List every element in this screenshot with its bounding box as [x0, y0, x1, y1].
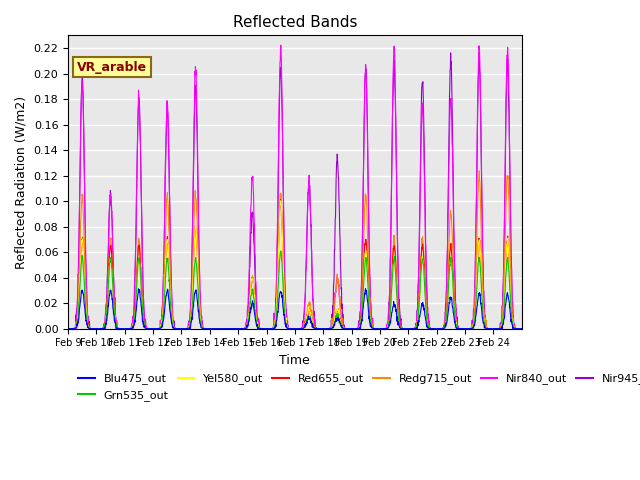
Line: Redg715_out: Redg715_out [68, 171, 522, 329]
Yel580_out [518, 326, 525, 332]
Grn535_out [64, 326, 72, 332]
Red655_out [276, 197, 284, 203]
Grn535_out [378, 326, 385, 332]
Redg715_out [73, 324, 81, 329]
Nir945_out [73, 310, 81, 316]
Redg715_out [489, 326, 497, 332]
Nir945_out [296, 326, 304, 332]
Redg715_out [518, 326, 525, 332]
Red655_out [518, 326, 525, 332]
Grn535_out [170, 326, 177, 332]
Line: Grn535_out: Grn535_out [68, 251, 522, 329]
Red655_out [489, 326, 497, 332]
Nir840_out [277, 42, 285, 48]
Nir945_out [377, 326, 385, 332]
Redg715_out [64, 326, 72, 332]
Red655_out [269, 325, 277, 331]
Yel580_out [64, 326, 72, 332]
Nir840_out [489, 326, 497, 332]
Grn535_out [269, 325, 277, 331]
Nir840_out [378, 326, 385, 332]
Yel580_out [269, 325, 277, 331]
Red655_out [146, 326, 154, 332]
Blu475_out [101, 326, 109, 332]
Nir840_out [297, 325, 305, 331]
Grn535_out [489, 326, 497, 332]
Red655_out [64, 326, 72, 332]
Red655_out [84, 326, 92, 332]
Grn535_out [277, 248, 285, 254]
Red655_out [378, 326, 385, 332]
Nir945_out [269, 324, 277, 329]
Nir840_out [73, 304, 81, 310]
Nir945_out [518, 326, 525, 332]
Red655_out [73, 320, 81, 326]
Blu475_out [362, 286, 369, 292]
Nir840_out [146, 326, 154, 332]
Nir840_out [64, 326, 72, 332]
Yel580_out [297, 326, 305, 332]
Blu475_out [518, 326, 525, 332]
Yel580_out [277, 198, 285, 204]
Nir840_out [269, 325, 277, 331]
Redg715_out [269, 325, 277, 331]
Red655_out [297, 326, 305, 332]
Line: Nir840_out: Nir840_out [68, 45, 522, 329]
Line: Nir945_out: Nir945_out [68, 53, 522, 329]
Line: Blu475_out: Blu475_out [68, 289, 522, 329]
X-axis label: Time: Time [280, 354, 310, 367]
Yel580_out [73, 322, 81, 328]
Blu475_out [269, 325, 277, 331]
Redg715_out [476, 168, 483, 174]
Nir945_out [489, 326, 497, 332]
Nir840_out [518, 326, 525, 332]
Yel580_out [145, 326, 153, 332]
Redg715_out [146, 326, 154, 332]
Nir945_out [146, 326, 154, 332]
Grn535_out [73, 322, 81, 327]
Grn535_out [518, 326, 525, 332]
Redg715_out [72, 326, 79, 332]
Yel580_out [157, 326, 165, 332]
Yel580_out [378, 326, 385, 332]
Blu475_out [296, 326, 304, 332]
Nir840_out [71, 326, 79, 332]
Blu475_out [489, 326, 497, 332]
Yel580_out [489, 326, 497, 332]
Grn535_out [145, 326, 153, 332]
Redg715_out [296, 326, 304, 332]
Legend: Blu475_out, Grn535_out, Yel580_out, Red655_out, Redg715_out, Nir840_out, Nir945_: Blu475_out, Grn535_out, Yel580_out, Red6… [74, 369, 640, 405]
Redg715_out [377, 326, 385, 332]
Title: Reflected Bands: Reflected Bands [232, 15, 357, 30]
Grn535_out [297, 326, 305, 332]
Line: Red655_out: Red655_out [68, 200, 522, 329]
Blu475_out [146, 326, 154, 332]
Blu475_out [64, 326, 72, 332]
Text: VR_arable: VR_arable [77, 60, 147, 73]
Nir945_out [71, 326, 79, 332]
Line: Yel580_out: Yel580_out [68, 201, 522, 329]
Nir945_out [64, 326, 72, 332]
Blu475_out [378, 326, 385, 332]
Nir945_out [447, 50, 454, 56]
Blu475_out [73, 324, 81, 330]
Y-axis label: Reflected Radiation (W/m2): Reflected Radiation (W/m2) [15, 96, 28, 269]
